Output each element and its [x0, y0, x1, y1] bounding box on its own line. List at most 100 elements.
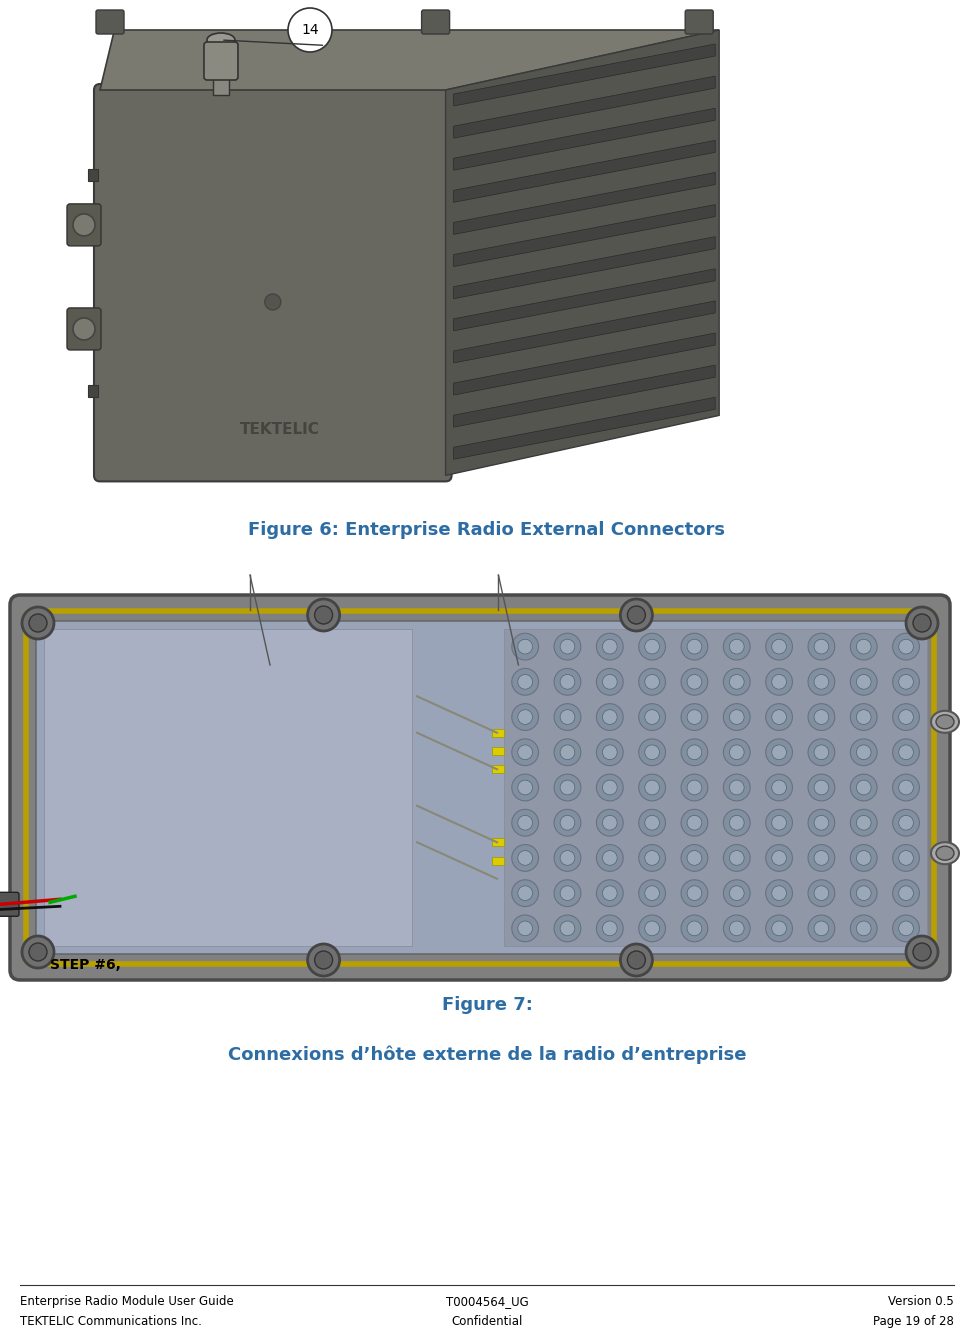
Circle shape: [808, 809, 835, 836]
Circle shape: [645, 780, 659, 795]
Circle shape: [681, 844, 708, 871]
Circle shape: [730, 710, 744, 725]
Circle shape: [808, 738, 835, 765]
Circle shape: [766, 775, 793, 801]
Circle shape: [288, 8, 332, 52]
Circle shape: [603, 921, 618, 935]
Circle shape: [724, 669, 750, 695]
Circle shape: [681, 669, 708, 695]
Circle shape: [808, 915, 835, 942]
Circle shape: [687, 851, 702, 866]
Circle shape: [639, 775, 665, 801]
Circle shape: [560, 886, 575, 900]
Bar: [504, 628, 927, 946]
Polygon shape: [454, 44, 715, 106]
FancyBboxPatch shape: [422, 9, 450, 34]
Circle shape: [560, 815, 575, 829]
Ellipse shape: [936, 846, 954, 860]
Circle shape: [771, 815, 786, 829]
Circle shape: [724, 775, 750, 801]
Circle shape: [850, 634, 878, 661]
Circle shape: [308, 599, 340, 631]
Circle shape: [771, 886, 786, 900]
Circle shape: [850, 738, 878, 765]
Polygon shape: [454, 205, 715, 267]
Polygon shape: [454, 173, 715, 234]
Circle shape: [906, 937, 938, 967]
Circle shape: [518, 780, 533, 795]
Circle shape: [724, 634, 750, 661]
Circle shape: [596, 704, 623, 730]
Circle shape: [814, 815, 829, 829]
FancyBboxPatch shape: [67, 308, 101, 350]
Circle shape: [771, 851, 786, 866]
Circle shape: [596, 809, 623, 836]
Circle shape: [518, 921, 533, 935]
Circle shape: [681, 738, 708, 765]
Text: Connexions d’hôte externe de la radio d’entreprise: Connexions d’hôte externe de la radio d’…: [228, 1045, 746, 1064]
Circle shape: [603, 886, 618, 900]
Circle shape: [308, 943, 340, 976]
Bar: [492, 856, 504, 864]
Circle shape: [639, 704, 665, 730]
Circle shape: [899, 639, 914, 654]
Circle shape: [518, 745, 533, 760]
Polygon shape: [445, 29, 719, 476]
Circle shape: [554, 844, 581, 871]
Circle shape: [766, 844, 793, 871]
Circle shape: [554, 634, 581, 661]
Circle shape: [856, 674, 871, 689]
Circle shape: [899, 886, 914, 900]
Polygon shape: [454, 397, 715, 460]
Circle shape: [724, 704, 750, 730]
Circle shape: [681, 775, 708, 801]
Circle shape: [856, 886, 871, 900]
Circle shape: [850, 880, 878, 907]
Circle shape: [724, 809, 750, 836]
Circle shape: [771, 710, 786, 725]
Polygon shape: [454, 141, 715, 202]
Bar: [492, 839, 504, 847]
Circle shape: [603, 745, 618, 760]
Circle shape: [560, 780, 575, 795]
Circle shape: [645, 674, 659, 689]
Circle shape: [518, 886, 533, 900]
Circle shape: [687, 674, 702, 689]
Circle shape: [808, 880, 835, 907]
Circle shape: [899, 921, 914, 935]
Circle shape: [771, 921, 786, 935]
Circle shape: [730, 851, 744, 866]
Circle shape: [596, 844, 623, 871]
Circle shape: [645, 745, 659, 760]
Circle shape: [620, 943, 653, 976]
Circle shape: [554, 669, 581, 695]
Polygon shape: [454, 302, 715, 363]
Circle shape: [856, 921, 871, 935]
Circle shape: [687, 710, 702, 725]
Circle shape: [724, 738, 750, 765]
Circle shape: [766, 738, 793, 765]
Polygon shape: [100, 29, 719, 90]
Circle shape: [906, 607, 938, 639]
Circle shape: [627, 606, 646, 624]
Circle shape: [850, 915, 878, 942]
Text: Page 19 of 28: Page 19 of 28: [873, 1315, 954, 1328]
Circle shape: [771, 674, 786, 689]
Circle shape: [645, 815, 659, 829]
Circle shape: [603, 710, 618, 725]
Circle shape: [645, 639, 659, 654]
Text: TEKTELIC: TEKTELIC: [240, 422, 319, 437]
Circle shape: [596, 634, 623, 661]
Circle shape: [808, 775, 835, 801]
Circle shape: [518, 639, 533, 654]
Circle shape: [639, 738, 665, 765]
Circle shape: [645, 921, 659, 935]
Circle shape: [730, 886, 744, 900]
FancyBboxPatch shape: [0, 892, 19, 917]
Circle shape: [687, 886, 702, 900]
Circle shape: [856, 639, 871, 654]
Text: Figure 7:: Figure 7:: [441, 996, 533, 1014]
Circle shape: [554, 880, 581, 907]
Circle shape: [814, 745, 829, 760]
Circle shape: [814, 710, 829, 725]
